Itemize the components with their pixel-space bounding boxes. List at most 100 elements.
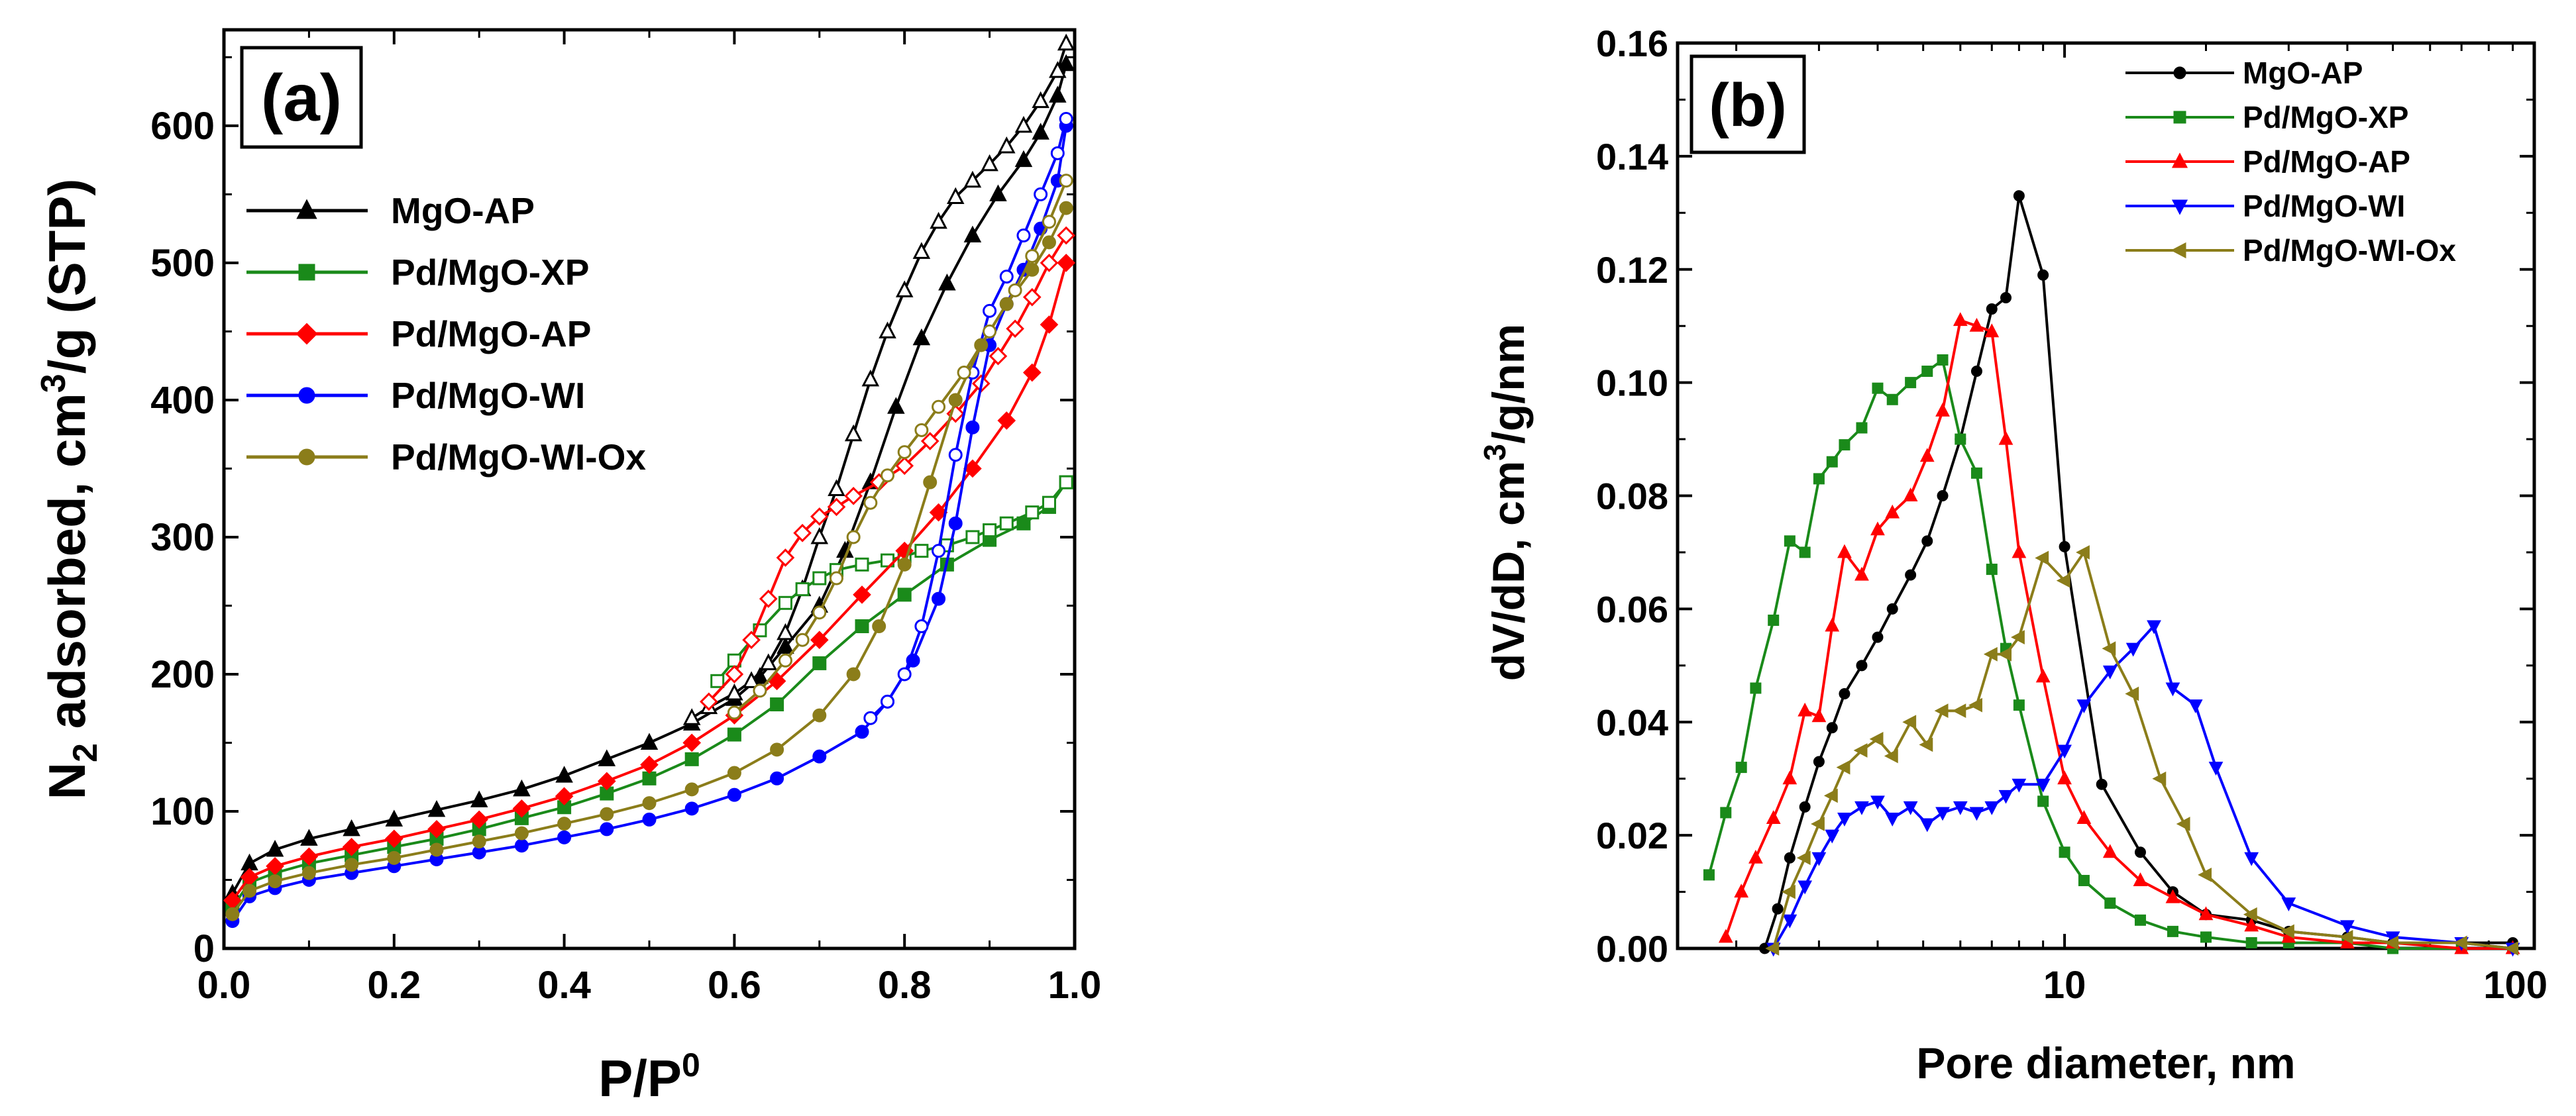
legend-marker-b bbox=[2171, 199, 2188, 215]
desorption-point-a bbox=[812, 605, 827, 620]
adsorption-point-a bbox=[1016, 516, 1031, 531]
data-point-b bbox=[1885, 812, 1900, 827]
adsorption-point-a bbox=[812, 708, 827, 723]
data-point-b bbox=[2078, 874, 2090, 886]
data-point-b bbox=[1984, 801, 2000, 815]
desorption-point-a bbox=[828, 479, 845, 496]
adsorption-point-a bbox=[932, 591, 946, 606]
data-point-b bbox=[1953, 312, 1968, 327]
data-point-b bbox=[1854, 566, 1869, 581]
desorption-point-a bbox=[742, 631, 761, 650]
adsorption-point-a bbox=[948, 393, 963, 407]
desorption-point-a bbox=[879, 321, 896, 338]
adsorption-point-a bbox=[812, 749, 827, 764]
desorption-point-a bbox=[946, 187, 965, 205]
desorption-point-a bbox=[1040, 254, 1059, 272]
desorption-point-a bbox=[710, 674, 725, 688]
data-point-b bbox=[1998, 646, 2012, 662]
x-tick-label-a: 0.0 bbox=[197, 964, 251, 1007]
data-point-b bbox=[2504, 941, 2519, 956]
data-point-b bbox=[2339, 930, 2353, 944]
desorption-point-a bbox=[895, 280, 914, 297]
data-point-b bbox=[2076, 545, 2090, 560]
data-point-b bbox=[1955, 433, 1966, 445]
legend-marker-a bbox=[296, 199, 317, 219]
adsorption-point-a bbox=[598, 749, 616, 766]
data-point-b bbox=[2104, 897, 2116, 909]
adsorption-point-a bbox=[770, 697, 784, 712]
data-point-b bbox=[1796, 850, 1811, 866]
data-point-b bbox=[1937, 354, 1949, 366]
adsorption-point-a bbox=[684, 752, 699, 766]
panel-a: 0.0 0.2 0.4 0.6 0.8 1.0 0 100 200 300 400 500 600 P/P… bbox=[34, 28, 1101, 1107]
desorption-point-a bbox=[725, 684, 743, 701]
legend-label-b: Pd/MgO-XP bbox=[2243, 100, 2408, 134]
plot-frame-a bbox=[222, 28, 1077, 950]
legend-label-b: Pd/MgO-WI-Ox bbox=[2243, 233, 2456, 268]
desorption-point-a bbox=[727, 705, 741, 720]
adsorption-point-a bbox=[1049, 85, 1067, 103]
desorption-point-a bbox=[855, 557, 869, 572]
data-point-b bbox=[1823, 788, 1838, 803]
adsorption-point-a bbox=[989, 184, 1007, 201]
desorption-point-a bbox=[829, 571, 843, 585]
desorption-point-a bbox=[981, 154, 998, 172]
desorption-point-a bbox=[946, 404, 965, 423]
desorption-point-a bbox=[777, 623, 794, 640]
desorption-point-a bbox=[846, 530, 861, 544]
adsorption-point-a bbox=[385, 809, 403, 827]
data-point-b bbox=[1856, 660, 1868, 672]
adsorption-point-a bbox=[427, 820, 446, 838]
desorption-point-a bbox=[844, 487, 863, 505]
data-point-b bbox=[1869, 732, 1884, 746]
data-point-b bbox=[2208, 762, 2224, 776]
desorption-point-a bbox=[759, 589, 778, 608]
legend-marker-a bbox=[298, 387, 315, 404]
data-point-b bbox=[2037, 795, 2049, 807]
data-point-b bbox=[1870, 795, 1885, 810]
desorption-point-a bbox=[795, 633, 810, 647]
adsorption-point-a bbox=[555, 787, 574, 806]
desorption-point-a bbox=[1050, 146, 1065, 160]
desorption-point-a bbox=[914, 544, 929, 558]
adsorption-point-a bbox=[225, 907, 240, 921]
adsorption-point-a bbox=[597, 772, 616, 791]
adsorption-point-a bbox=[812, 656, 827, 670]
desorption-point-a bbox=[810, 507, 829, 526]
legend-marker-a bbox=[298, 448, 315, 466]
desorption-point-a bbox=[1032, 91, 1049, 109]
adsorption-point-a bbox=[846, 667, 861, 682]
data-point-b bbox=[1934, 703, 1949, 719]
desorption-line-a bbox=[869, 119, 1068, 719]
data-point-b bbox=[1826, 456, 1838, 468]
legend-marker-b bbox=[2173, 111, 2186, 124]
data-point-b bbox=[1921, 366, 1933, 378]
data-point-b bbox=[2133, 872, 2148, 886]
y-tick-label-a: 200 bbox=[150, 653, 215, 696]
desorption-point-a bbox=[1042, 495, 1056, 510]
adsorption-point-a bbox=[512, 799, 531, 818]
desorption-point-a bbox=[914, 423, 929, 437]
data-point-b bbox=[1811, 708, 1827, 723]
desorption-point-a bbox=[810, 527, 829, 544]
legend-label-b: Pd/MgO-WI bbox=[2243, 189, 2405, 223]
adsorption-point-a bbox=[1057, 254, 1075, 272]
adsorption-point-a bbox=[342, 837, 361, 856]
data-point-b bbox=[1750, 682, 1762, 694]
y-tick-label-b: 0.02 bbox=[1596, 815, 1668, 856]
y-tick-label-b: 0.14 bbox=[1596, 136, 1668, 178]
desorption-point-a bbox=[863, 711, 878, 725]
adsorption-point-a bbox=[241, 853, 258, 871]
legend-label-a: MgO-AP bbox=[391, 190, 535, 231]
data-point-b bbox=[2453, 935, 2467, 950]
data-point-b bbox=[1903, 801, 1918, 815]
data-point-b bbox=[2125, 642, 2141, 657]
legend-label-a: Pd/MgO-XP bbox=[391, 252, 589, 293]
x-axis-label-a: P/P0 bbox=[598, 1046, 700, 1107]
data-point-b bbox=[2340, 920, 2355, 935]
data-point-b bbox=[1782, 914, 1798, 929]
data-point-b bbox=[1935, 807, 1950, 821]
data-point-b bbox=[2059, 846, 2070, 858]
data-point-b bbox=[1798, 880, 1813, 895]
